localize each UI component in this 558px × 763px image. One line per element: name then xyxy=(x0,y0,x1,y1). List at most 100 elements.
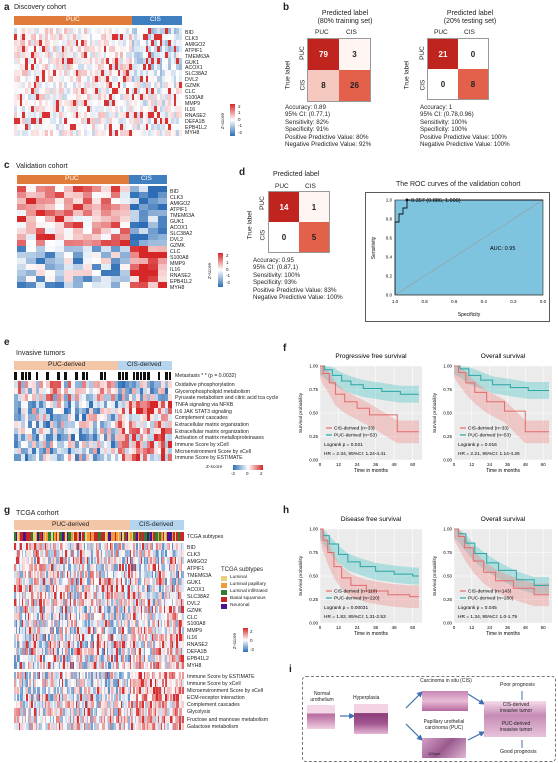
heatmap-cell xyxy=(21,641,24,648)
heatmap-cell xyxy=(60,400,65,408)
heatmap-cell xyxy=(14,64,17,70)
heatmap-cell xyxy=(46,578,48,585)
heatmap-cell xyxy=(41,34,45,40)
heatmap-cell xyxy=(131,679,133,687)
heatmap-cell xyxy=(139,407,144,415)
heatmap-cell xyxy=(160,599,163,606)
heatmap-cell xyxy=(103,58,107,64)
heatmap-cell xyxy=(179,118,182,124)
subtype-cell xyxy=(122,532,124,541)
heatmap-cell xyxy=(60,564,62,571)
heatmap-cell xyxy=(132,454,137,461)
heatmap-cell xyxy=(106,599,109,606)
heatmap-cell xyxy=(131,94,135,100)
heatmap-cell xyxy=(47,641,50,648)
heatmap-cell xyxy=(40,564,42,571)
heatmap-cell xyxy=(114,557,116,564)
heatmap-cell xyxy=(126,585,129,592)
heatmap-cell xyxy=(91,627,93,634)
heatmap-cell xyxy=(35,216,46,222)
group-bar-puc-derived: PUC-derived xyxy=(14,361,118,370)
heatmap-cell xyxy=(86,571,89,578)
heatmap-cell xyxy=(69,82,73,88)
heatmap-cell xyxy=(66,655,69,662)
subtype-cell xyxy=(46,532,49,541)
heatmap-cell xyxy=(86,70,90,76)
heatmap-cell xyxy=(86,94,90,100)
heatmap-cell xyxy=(114,94,118,100)
heatmap-cell xyxy=(63,270,74,276)
heatmap-cell xyxy=(98,679,101,687)
heatmap-cell xyxy=(86,88,90,94)
heatmap-cell xyxy=(50,124,54,130)
heatmap-cell xyxy=(171,686,174,694)
heatmap-cell xyxy=(156,672,158,680)
heatmap-cell xyxy=(92,634,95,641)
heatmap-cell xyxy=(89,578,92,585)
subtype-cell xyxy=(94,532,96,541)
heatmap-cell xyxy=(80,641,82,648)
heatmap-cell xyxy=(41,613,44,620)
heatmap-cell xyxy=(16,130,20,136)
heatmap-cell xyxy=(46,387,50,395)
heatmap-cell xyxy=(41,627,44,634)
heatmap-cell xyxy=(75,571,78,578)
heatmap-cell xyxy=(27,82,31,88)
heatmap-cell xyxy=(69,679,72,687)
heatmap-cell xyxy=(92,264,102,270)
metastasis-cell xyxy=(107,372,112,380)
heatmap-cell xyxy=(137,662,140,669)
heatmap-cell xyxy=(173,571,175,578)
heatmap-cell xyxy=(167,100,171,106)
km-curve-puc xyxy=(320,365,419,395)
heatmap-cell xyxy=(20,634,22,641)
heatmap-cell xyxy=(69,599,72,606)
heatmap-cell xyxy=(77,701,79,709)
heatmap-cell xyxy=(137,655,140,662)
heatmap-cell xyxy=(92,613,95,620)
heatmap-cell xyxy=(182,662,184,669)
heatmap-cell xyxy=(39,76,42,82)
heatmap-cell xyxy=(17,686,19,694)
heatmap-cell xyxy=(46,543,48,550)
heatmap-cell xyxy=(44,686,47,694)
heatmap-cell xyxy=(26,557,28,564)
heatmap-cell xyxy=(173,106,177,112)
heatmap-cell xyxy=(23,662,25,669)
heatmap-cell xyxy=(41,64,45,70)
heatmap-cell xyxy=(159,672,161,680)
heatmap-cell xyxy=(173,124,177,130)
heatmap-cell xyxy=(31,387,36,395)
heatmap-cell xyxy=(19,76,23,82)
heatmap-cell xyxy=(30,634,33,641)
heatmap-cell xyxy=(55,655,58,662)
heatmap-cell xyxy=(131,592,133,599)
row-label: Activation of matrix metalloproteinases xyxy=(175,435,264,442)
heatmap-cell xyxy=(26,543,28,550)
heatmap-cell xyxy=(37,655,39,662)
heatmap-cell xyxy=(89,52,93,58)
heatmap-cell xyxy=(80,627,82,634)
km-ci-band xyxy=(320,529,419,585)
heatmap-cell xyxy=(55,634,58,641)
heatmap-cell xyxy=(83,686,86,694)
heatmap-cell xyxy=(75,454,79,461)
cm-cell: 1 xyxy=(299,192,329,222)
heatmap-cell xyxy=(85,447,90,455)
heatmap-cell xyxy=(60,693,62,701)
heatmap-cell xyxy=(71,427,76,435)
heatmap-cell xyxy=(128,440,133,448)
heatmap-cell xyxy=(137,58,140,64)
heatmap-cell xyxy=(131,58,135,64)
heatmap-cell xyxy=(134,641,137,648)
heatmap-cell xyxy=(45,270,55,276)
heatmap-cell xyxy=(151,118,154,124)
heatmap-cell xyxy=(77,585,79,592)
heatmap-cell xyxy=(25,112,28,118)
heatmap-cell xyxy=(139,672,141,680)
heatmap-cell xyxy=(171,701,174,709)
heatmap-cell xyxy=(142,648,144,655)
heatmap-cell xyxy=(46,701,48,709)
heatmap-cell xyxy=(72,124,76,130)
heatmap-cell xyxy=(60,454,65,461)
